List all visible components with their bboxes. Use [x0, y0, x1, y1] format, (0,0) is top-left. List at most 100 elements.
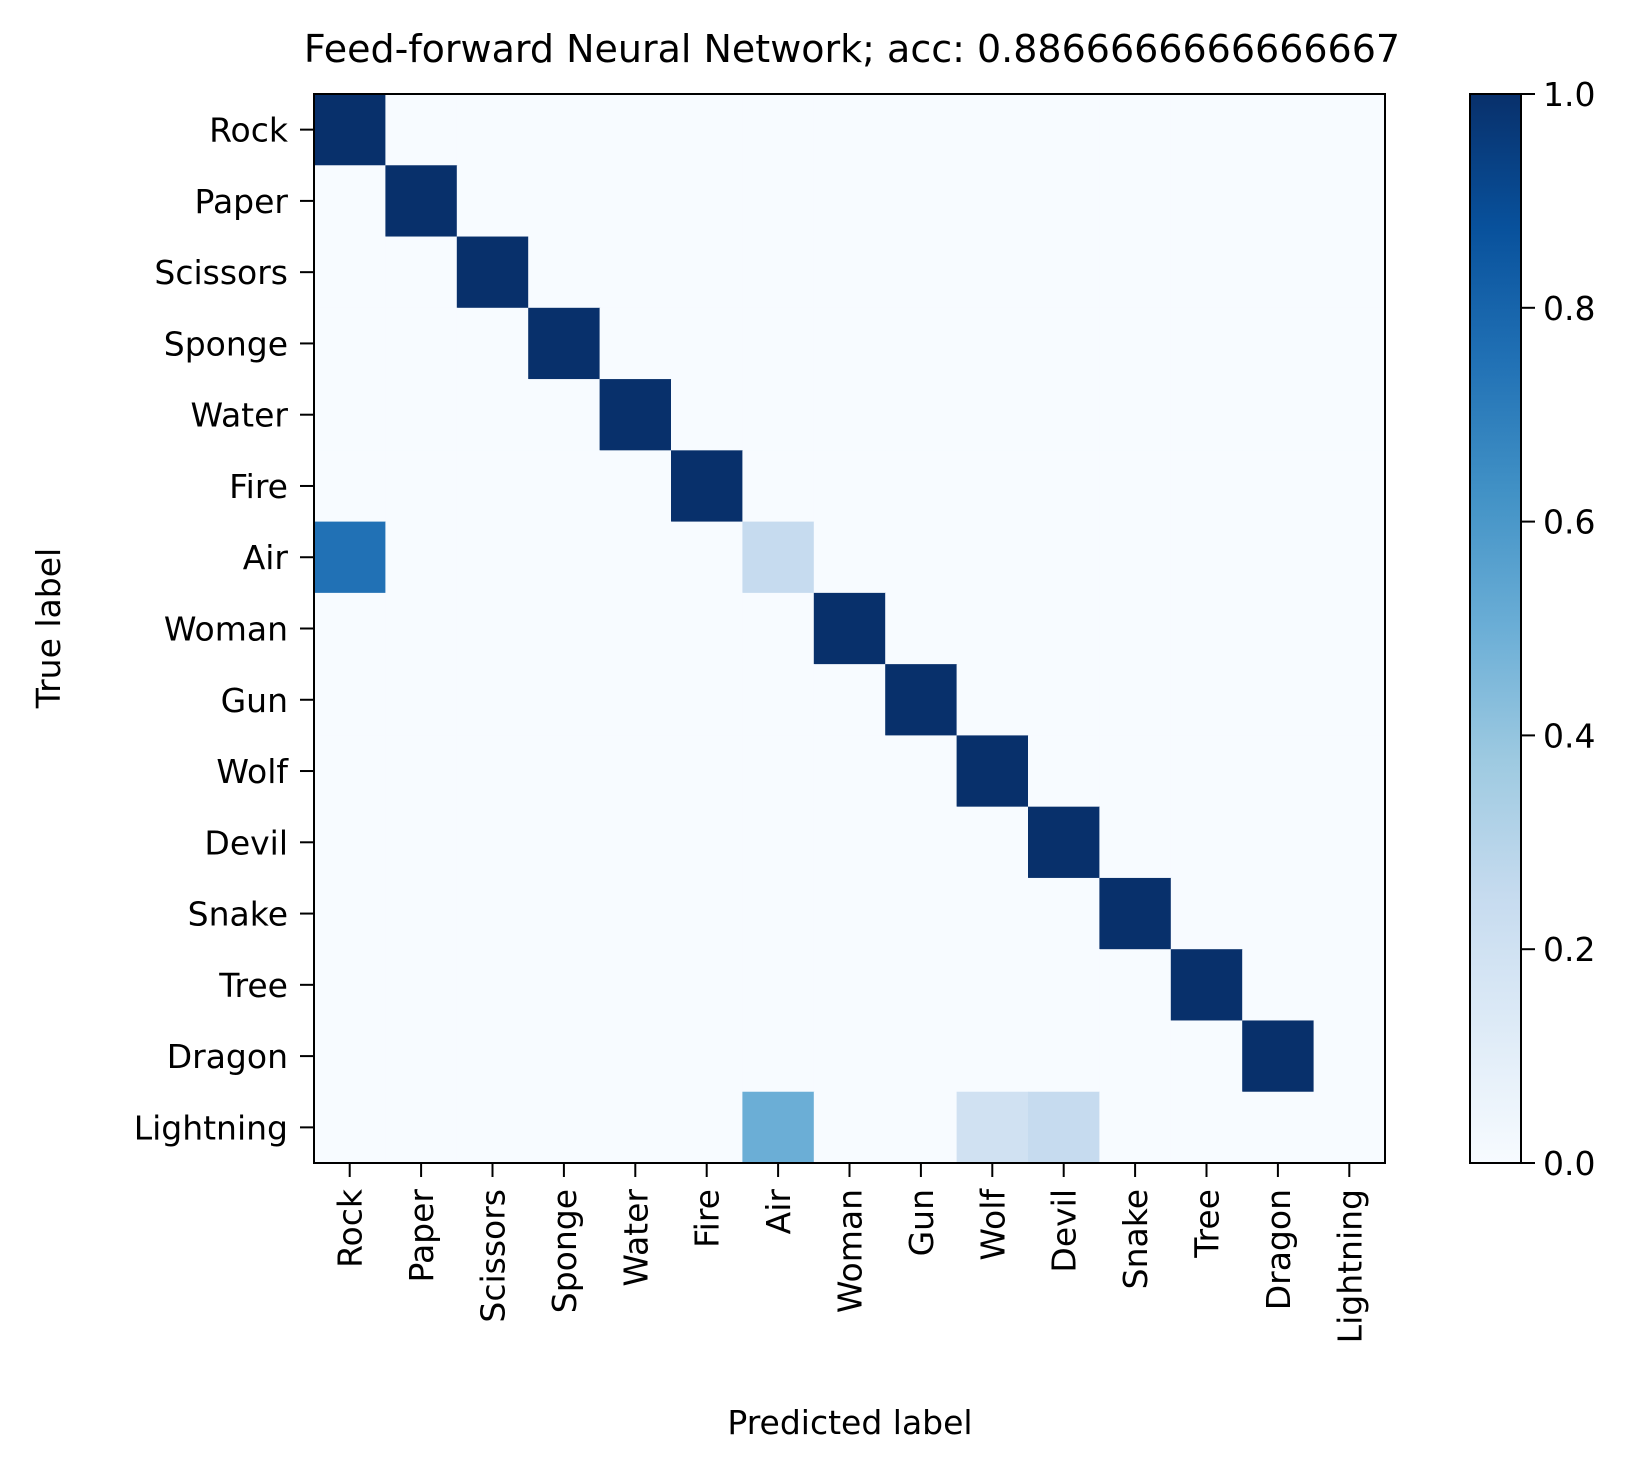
heatmap-cell	[528, 1091, 601, 1164]
heatmap-cell	[813, 379, 886, 451]
heatmap-cell	[1242, 877, 1315, 950]
heatmap-cell	[385, 165, 458, 238]
heatmap-cell	[456, 307, 529, 380]
heatmap-cell	[1313, 521, 1386, 594]
heatmap-cell	[742, 236, 815, 309]
heatmap-cell	[1028, 877, 1100, 950]
colorbar-tick-label: 0.4	[1543, 716, 1595, 755]
heatmap-cell	[813, 94, 886, 166]
x-axis-label: Predicted label	[727, 1403, 972, 1442]
heatmap-cell	[671, 307, 743, 380]
heatmap-cell	[956, 949, 1029, 1022]
heatmap-cell	[742, 806, 815, 879]
heatmap-cell	[385, 1020, 458, 1093]
heatmap-cell	[813, 735, 886, 808]
heatmap-cell	[1313, 379, 1386, 451]
heatmap-cell	[314, 1091, 386, 1164]
heatmap-cell	[1099, 1091, 1172, 1164]
heatmap-cell	[1313, 307, 1386, 380]
colorbar-tick-label: 0.6	[1543, 503, 1595, 542]
heatmap-cell	[956, 664, 1029, 736]
heatmap-cell	[885, 1091, 958, 1164]
heatmap-cell	[956, 1020, 1029, 1093]
heatmap-cell	[385, 806, 458, 879]
heatmap-cell	[1028, 1091, 1100, 1164]
heatmap-cell	[599, 521, 672, 594]
heatmap-cell	[1028, 236, 1100, 309]
heatmap-cell	[314, 521, 386, 594]
heatmap-cell	[813, 806, 886, 879]
heatmap-cell	[1028, 592, 1100, 665]
heatmap-cell	[885, 379, 958, 451]
heatmap-cell	[385, 236, 458, 309]
heatmap-cell	[885, 664, 958, 736]
heatmap-cell	[813, 450, 886, 523]
heatmap-cell	[456, 664, 529, 736]
y-tick-label: Devil	[204, 823, 288, 862]
heatmap-cell	[385, 379, 458, 451]
heatmap-cell	[599, 450, 672, 523]
heatmap-cell	[385, 450, 458, 523]
heatmap-cell	[956, 806, 1029, 879]
x-tick-label: Rock	[331, 1188, 370, 1268]
heatmap-cell	[1099, 307, 1172, 380]
heatmap-cell	[1028, 1020, 1100, 1093]
heatmap-cell	[885, 592, 958, 665]
x-tick-label: Dragon	[1259, 1189, 1298, 1310]
heatmap-cell	[813, 307, 886, 380]
y-tick-label: Scissors	[154, 253, 288, 292]
heatmap-cell	[956, 94, 1029, 166]
heatmap-cell	[742, 1020, 815, 1093]
heatmap-cell	[1099, 592, 1172, 665]
heatmap-cell	[813, 592, 886, 665]
heatmap-cell	[885, 236, 958, 309]
heatmap-cell	[456, 379, 529, 451]
heatmap-cell	[1028, 949, 1100, 1022]
heatmap-cell	[742, 94, 815, 166]
y-tick-label: Wolf	[216, 752, 289, 791]
colorbar: 0.0 0.2 0.4 0.6 0.8 1.0	[1469, 75, 1595, 1183]
heatmap-cell	[885, 450, 958, 523]
heatmap-cell	[314, 94, 386, 166]
heatmap-cell	[599, 877, 672, 950]
heatmap-cell	[1099, 236, 1172, 309]
heatmap-cell	[813, 1091, 886, 1164]
heatmap-cell	[1242, 236, 1315, 309]
heatmap-cell	[456, 806, 529, 879]
x-tick-label: Lightning	[1330, 1189, 1369, 1343]
heatmap-cell	[1170, 877, 1243, 950]
x-tick-label: Scissors	[474, 1189, 513, 1323]
heatmap-cell	[1242, 307, 1315, 380]
heatmap-cell	[742, 1091, 815, 1164]
heatmap-cell	[1242, 1091, 1315, 1164]
heatmap-cell	[813, 236, 886, 309]
heatmap-cell	[885, 94, 958, 166]
heatmap-cell	[671, 94, 743, 166]
y-tick-label: Woman	[164, 610, 288, 649]
y-tick-label: Rock	[209, 111, 289, 150]
heatmap-cells	[314, 94, 1386, 1164]
heatmap-cell	[528, 664, 601, 736]
y-tick-label: Paper	[195, 182, 289, 221]
heatmap-cell	[528, 735, 601, 808]
heatmap-cell	[314, 877, 386, 950]
heatmap-cell	[1242, 806, 1315, 879]
heatmap-cell	[742, 450, 815, 523]
x-tick-label: Tree	[1188, 1189, 1227, 1259]
x-tick-label: Snake	[1116, 1189, 1155, 1289]
heatmap-cell	[1313, 949, 1386, 1022]
heatmap-cell	[956, 735, 1029, 808]
heatmap-cell	[813, 877, 886, 950]
x-tick-label: Fire	[688, 1189, 727, 1248]
heatmap-cell	[1170, 592, 1243, 665]
heatmap-cell	[1099, 379, 1172, 451]
heatmap-cell	[671, 379, 743, 451]
heatmap-cell	[885, 806, 958, 879]
heatmap-cell	[314, 664, 386, 736]
heatmap-cell	[456, 94, 529, 166]
heatmap-cell	[885, 949, 958, 1022]
heatmap-cell	[885, 521, 958, 594]
heatmap-cell	[456, 949, 529, 1022]
heatmap-cell	[1099, 806, 1172, 879]
heatmap-cell	[671, 450, 743, 523]
